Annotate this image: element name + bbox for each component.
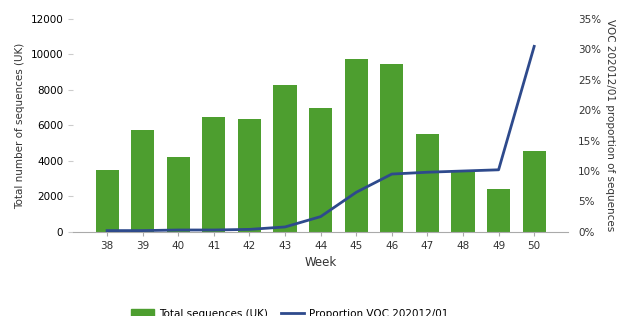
- Bar: [273, 85, 297, 232]
- Bar: [96, 170, 118, 232]
- Bar: [309, 108, 332, 232]
- Bar: [416, 134, 439, 232]
- Bar: [131, 130, 154, 232]
- Legend: Total sequences (UK), Proportion VOC 202012/01: Total sequences (UK), Proportion VOC 202…: [127, 305, 452, 316]
- Y-axis label: VOC 202012/01 proportion of sequences: VOC 202012/01 proportion of sequences: [605, 19, 615, 232]
- Bar: [345, 59, 368, 232]
- Bar: [523, 151, 546, 232]
- Bar: [167, 157, 190, 232]
- X-axis label: Week: Week: [304, 256, 337, 270]
- Bar: [452, 171, 474, 232]
- Bar: [238, 119, 261, 232]
- Bar: [202, 117, 226, 232]
- Bar: [381, 64, 403, 232]
- Y-axis label: Total number of sequences (UK): Total number of sequences (UK): [15, 42, 25, 209]
- Bar: [487, 189, 510, 232]
